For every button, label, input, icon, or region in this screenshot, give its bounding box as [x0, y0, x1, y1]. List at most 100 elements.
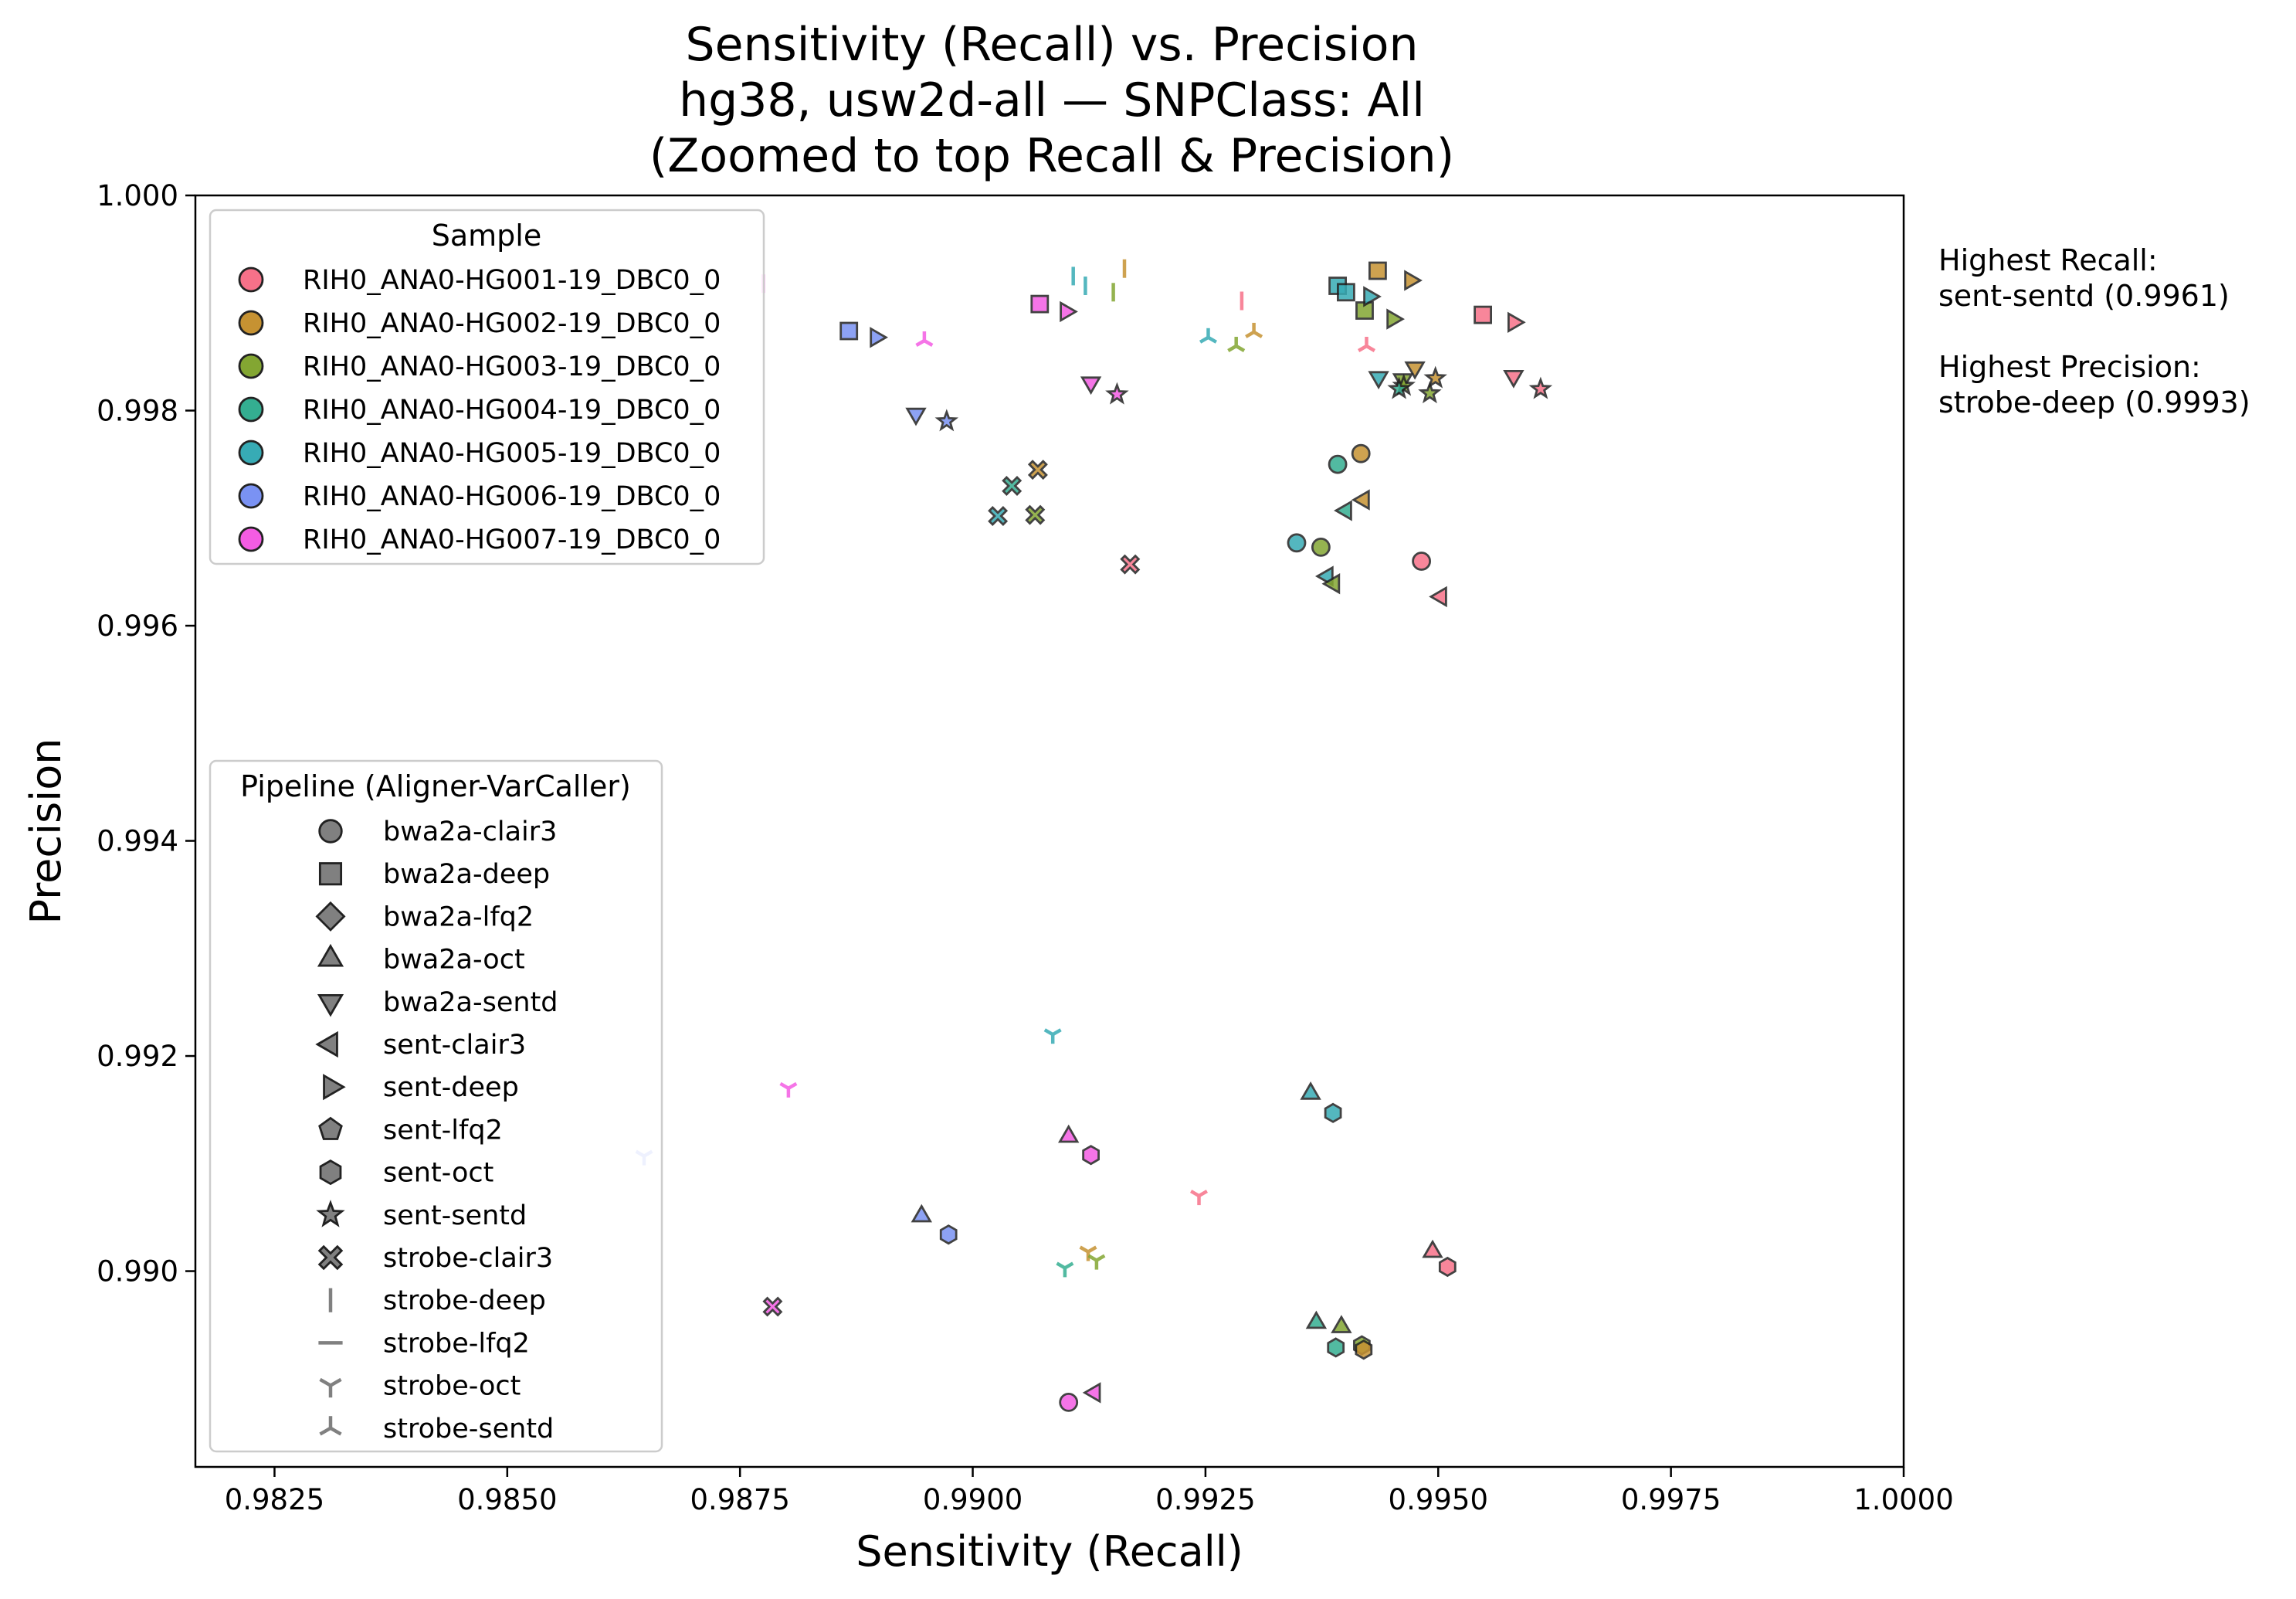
sample-legend-label: RIH0_ANA0-HG002-19_DBC0_0 [303, 308, 721, 339]
pipeline-legend-label: sent-deep [383, 1072, 519, 1103]
sample-legend-marker [238, 396, 264, 423]
data-point-sent-sentd-4 [1387, 376, 1411, 399]
data-point-sent-clair3-3 [1321, 573, 1341, 595]
data-point-sent-sentd-2 [1423, 365, 1447, 389]
pipeline-legend-marker [317, 1244, 344, 1271]
x-axis-ticks: 0.9825 0.9850 0.9875 0.9900 0.9925 0.9950 0.99… [225, 1467, 1954, 1516]
y-tick-label: 0.996 [97, 609, 178, 643]
sample-legend-title: Sample [432, 219, 541, 253]
sample-legend-marker [238, 266, 264, 293]
data-point-bwa2a-clair3-1 [1412, 552, 1431, 571]
pipeline-legend-marker [316, 1200, 345, 1227]
data-point-strobe-clair3-5 [988, 506, 1009, 526]
sample-legend-marker [238, 526, 264, 552]
x-tick-label: 0.9825 [225, 1483, 324, 1516]
y-axis-label: Precision [22, 738, 70, 925]
pipeline-legend-label: strobe-oct [383, 1371, 521, 1402]
data-point-bwa2a-sentd-5 [1368, 371, 1389, 390]
pipeline-legend-marker [319, 1416, 342, 1436]
annotation-recall-heading: Highest Recall: [1938, 243, 2158, 277]
sample-legend-items: RIH0_ANA0-HG001-19_DBC0_0 RIH0_ANA0-HG002… [238, 265, 721, 555]
data-point-strobe-clair3-2 [1027, 460, 1048, 480]
data-point-strobe-oct-5 [1043, 1028, 1062, 1044]
data-point-strobe-clair3-7 [762, 1296, 783, 1317]
data-point-bwa2a-oct-6 [911, 1203, 932, 1223]
pipeline-legend: Pipeline (Aligner-VarCaller) bwa2a-clair… [209, 759, 663, 1453]
pipeline-legend-marker [318, 862, 343, 886]
y-tick-label: 0.998 [97, 395, 178, 428]
data-point-sent-oct-2 [1355, 1339, 1373, 1360]
data-point-sent-oct-7 [1082, 1145, 1100, 1166]
data-point-strobe-sentd-7 [915, 331, 934, 347]
y-tick-label: 0.994 [97, 825, 178, 858]
data-point-strobe-clair3-3 [1025, 504, 1046, 525]
sample-legend-label: RIH0_ANA0-HG005-19_DBC0_0 [303, 438, 721, 469]
data-point-strobe-sentd-1 [1357, 337, 1376, 352]
data-point-bwa2a-deep-1 [1474, 305, 1492, 324]
pipeline-legend-marker [318, 819, 343, 844]
data-point-sent-oct-1 [1438, 1256, 1457, 1278]
pipeline-legend-label: sent-oct [383, 1158, 493, 1189]
pipeline-legend-label: sent-clair3 [383, 1030, 526, 1061]
data-point-bwa2a-sentd-6 [905, 407, 927, 426]
title-line-1: Sensitivity (Recall) vs. Precision [686, 18, 1419, 72]
data-point-strobe-oct-3 [1087, 1254, 1106, 1270]
pipeline-legend-marker [318, 1116, 343, 1140]
y-tick-label: 0.990 [97, 1255, 178, 1288]
data-point-sent-clair3-7 [1082, 1382, 1101, 1404]
y-tick-label: 0.992 [97, 1040, 178, 1073]
data-point-sent-oct-5 [1324, 1102, 1342, 1123]
data-point-strobe-sentd-3 [1227, 337, 1246, 352]
sample-legend-marker [238, 483, 264, 509]
data-point-bwa2a-oct-7 [1058, 1124, 1080, 1143]
title-line-2: hg38, usw2d-all — SNPClass: All [679, 73, 1425, 127]
pipeline-legend-label: bwa2a-lfq2 [383, 901, 534, 932]
pipeline-legend-label: sent-sentd [383, 1200, 527, 1231]
sample-legend-label: RIH0_ANA0-HG004-19_DBC0_0 [303, 395, 721, 426]
data-point-strobe-sentd-5 [1199, 328, 1218, 344]
pipeline-legend-marker [319, 1159, 342, 1186]
data-point-bwa2a-sentd-7 [1080, 376, 1102, 396]
title-line-3: (Zoomed to top Recall & Precision) [649, 129, 1454, 183]
pipeline-legend-label: strobe-clair3 [383, 1243, 553, 1274]
data-point-sent-deep-2 [1404, 270, 1423, 291]
data-point-strobe-clair3-4 [1002, 476, 1023, 496]
data-point-bwa2a-oct-3 [1331, 1315, 1352, 1333]
sample-legend: Sample RIH0_ANA0-HG001-19_DBC0_0RIH0_ANA… [209, 209, 765, 565]
data-point-bwa2a-deep-6 [839, 321, 859, 341]
data-point-sent-clair3-2 [1351, 489, 1370, 511]
annotation-recall-value: sent-sentd (0.9961) [1938, 279, 2230, 313]
data-point-sent-deep-7 [1060, 300, 1078, 323]
sample-legend-label: RIH0_ANA0-HG006-19_DBC0_0 [303, 481, 721, 512]
data-point-bwa2a-deep-2 [1368, 261, 1387, 280]
data-point-bwa2a-clair3-3 [1311, 538, 1331, 557]
annotation-precision-value: strobe-deep (0.9993) [1938, 385, 2250, 419]
x-tick-label: 0.9875 [690, 1483, 789, 1516]
sample-legend-label: RIH0_ANA0-HG001-19_DBC0_0 [303, 265, 721, 296]
data-point-sent-deep-5 [1363, 286, 1382, 307]
data-point-sent-clair3-1 [1429, 586, 1447, 608]
data-point-sent-oct-6 [939, 1224, 958, 1245]
pipeline-legend-frame [209, 759, 663, 1453]
pipeline-legend-label: bwa2a-deep [383, 859, 550, 890]
pipeline-legend-label: strobe-deep [383, 1285, 546, 1316]
data-point-sent-deep-3 [1386, 308, 1405, 330]
plot-area-frame [194, 194, 1905, 1468]
pipeline-legend-marker [319, 1377, 342, 1398]
pipeline-legend-marker [317, 993, 344, 1017]
data-point-strobe-clair3-1 [1120, 554, 1141, 575]
x-tick-label: 0.9975 [1621, 1483, 1721, 1516]
pipeline-legend-label: bwa2a-oct [383, 945, 525, 976]
best-metrics-annotation: Highest Recall: sent-sentd (0.9961) High… [1938, 243, 2250, 419]
data-point-bwa2a-oct-5 [1300, 1081, 1321, 1100]
data-point-sent-deep-1 [1507, 311, 1526, 333]
pipeline-legend-marker [317, 943, 344, 967]
pipeline-legend-marker [315, 901, 346, 932]
pipeline-legend-items: bwa2a-clair3 bwa2a-deep bwa2a-lfq2 bwa2a-oc… [315, 816, 558, 1445]
pipeline-legend-label: strobe-lfq2 [383, 1328, 530, 1359]
pipeline-legend-label: sent-lfq2 [383, 1115, 503, 1146]
data-point-bwa2a-oct-1 [1422, 1239, 1443, 1258]
data-point-strobe-oct-4 [1056, 1261, 1074, 1278]
pipeline-legend-label: bwa2a-sentd [383, 987, 558, 1018]
